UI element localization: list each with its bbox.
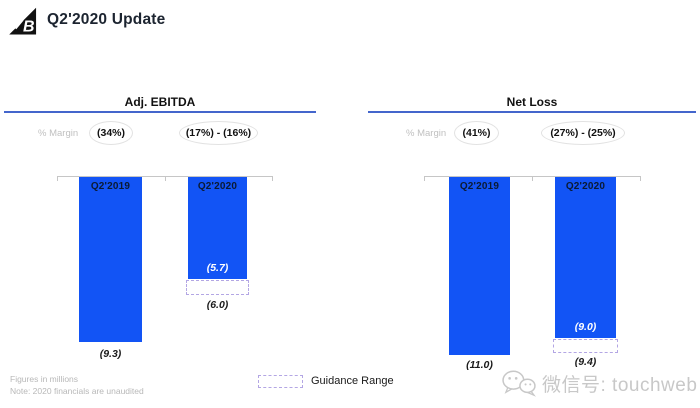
bar-category-label: Q2'2019 [459, 181, 500, 192]
page-title: Q2'2020 Update [47, 11, 166, 28]
bar-ebitda-q2-2019: Q2'2019 [79, 177, 142, 342]
chart-title-adj-ebitda: Adj. EBITDA [124, 95, 196, 109]
footnote-figures: Figures in millions [10, 374, 79, 384]
bar-category-label: Q2'2020 [565, 181, 606, 192]
axis-tick [532, 176, 533, 181]
section-rule-right [368, 111, 696, 113]
guidance-range-legend-label: Guidance Range [311, 375, 394, 387]
value-label-netloss-2019: (11.0) [466, 359, 493, 371]
axis-tick [424, 176, 425, 181]
svg-text:B: B [23, 19, 35, 36]
margin-value-netloss-2020: (27%) - (25%) [541, 121, 625, 145]
bar-netloss-q2-2019: Q2'2019 [449, 177, 510, 355]
bar-netloss-q2-2020: Q2'2020 (9.0) [555, 177, 616, 338]
section-rule-left [4, 111, 316, 113]
axis-tick [640, 176, 641, 181]
chart-title-net-loss: Net Loss [506, 95, 558, 109]
watermark-text: 微信号: touchweb [542, 374, 698, 396]
bar-category-label: Q2'2020 [197, 181, 238, 192]
watermark: 微信号: touchweb [500, 368, 697, 398]
value-label-ebitda-2019: (9.3) [99, 348, 122, 360]
guidance-label-ebitda: (6.0) [206, 299, 229, 311]
guidance-label-netloss: (9.4) [574, 356, 597, 368]
margin-value-netloss-2019: (41%) [454, 121, 499, 145]
wechat-icon [502, 370, 536, 397]
margin-value-ebitda-2019: (34%) [89, 121, 133, 145]
guidance-range-box-ebitda [186, 280, 249, 295]
bigcommerce-logo-icon: B [9, 7, 37, 36]
margin-row-label-left: % Margin [38, 128, 79, 139]
axis-tick [165, 176, 166, 181]
value-label-netloss-2020: (9.0) [574, 321, 597, 333]
guidance-range-legend-swatch [258, 375, 303, 388]
margin-row-label-right: % Margin [406, 128, 447, 139]
value-label-ebitda-2020: (5.7) [206, 262, 229, 274]
footnote-unaudited: Note: 2020 financials are unaudited [10, 386, 144, 396]
axis-tick [272, 176, 273, 181]
axis-tick [57, 176, 58, 181]
margin-value-ebitda-2020: (17%) - (16%) [179, 121, 258, 145]
bar-category-label: Q2'2019 [90, 181, 131, 192]
bar-ebitda-q2-2020: Q2'2020 (5.7) [188, 177, 247, 279]
guidance-range-box-netloss [553, 339, 618, 353]
